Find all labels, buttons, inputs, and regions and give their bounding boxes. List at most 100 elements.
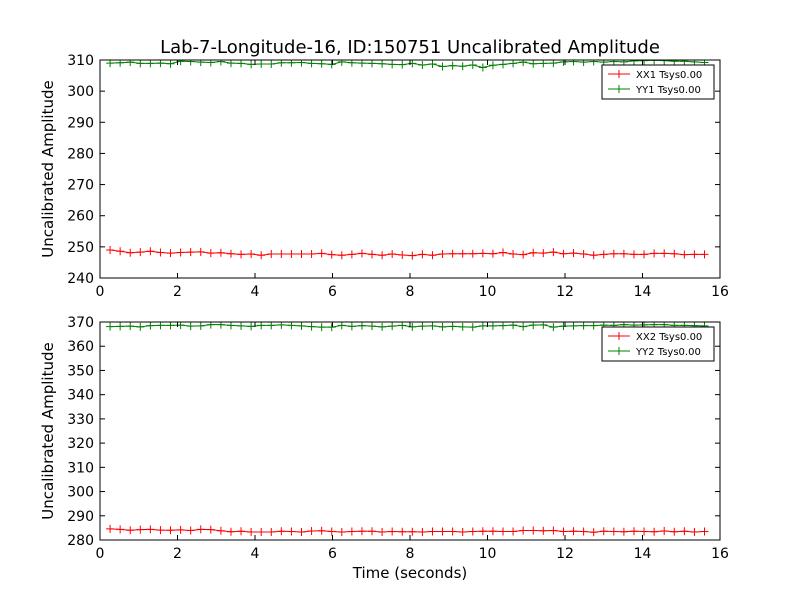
series-1-1-point <box>499 248 507 257</box>
series-1-1-point <box>347 250 356 259</box>
series-2-1-point <box>660 527 669 536</box>
series-2-1-point <box>116 525 125 534</box>
legend-swatch-marker <box>615 347 623 355</box>
series-1-2-point <box>146 60 155 68</box>
y-tick-label: 260 <box>67 209 94 225</box>
legend-box <box>601 64 715 100</box>
series-2-1-point <box>297 528 306 537</box>
series-2-1-point <box>196 525 205 534</box>
series-1-2-point <box>418 60 427 69</box>
series-2-1-point <box>307 527 316 536</box>
series-1-2-point <box>660 60 669 65</box>
series-2-1-point <box>287 527 296 536</box>
series-1-1-point <box>388 250 397 259</box>
series-2-1-point <box>569 527 578 536</box>
x-axis-label: Time (seconds) <box>352 564 468 582</box>
series-1-2-point <box>488 61 497 70</box>
series-1-2-point <box>529 60 538 68</box>
series-2-2-point <box>428 322 437 330</box>
series-2-1-point <box>559 527 568 536</box>
series-2-2-point <box>287 322 296 330</box>
series-2-2-point <box>438 322 447 331</box>
series-2-2-point <box>458 322 467 331</box>
series-1-2-point <box>317 60 326 68</box>
series-2-1-point <box>156 526 165 535</box>
series-1-2-point <box>388 60 397 69</box>
series-2-1-point <box>216 526 225 535</box>
series-2-2-point <box>549 323 558 332</box>
series-1-1-point <box>609 249 618 258</box>
series-2-1-point <box>438 527 447 536</box>
series-2-1-point <box>146 525 155 534</box>
series-2-1-point <box>378 528 387 537</box>
y-axis-label: Uncalibrated Amplitude <box>39 342 57 519</box>
series-2-1-point <box>428 527 437 536</box>
series-2-1-point <box>680 527 689 536</box>
series-1-2-point <box>136 60 145 68</box>
series-1-1-point <box>226 249 235 258</box>
subplot-1: 0 2 4 6 8 10 12 14 16 240 250 260 270 280 290 300 310 Unc… <box>39 53 729 300</box>
series-2-2-point <box>247 322 256 331</box>
series-2-1-point <box>599 527 608 536</box>
series-2-1-point <box>499 527 507 536</box>
series-2-2-point <box>267 322 276 330</box>
series-1-2-point <box>609 60 618 66</box>
series-2-2-point <box>317 323 326 332</box>
series-1-1-point <box>448 249 457 258</box>
series-1-2-point <box>509 60 518 68</box>
series-1-1-point <box>156 248 165 257</box>
series-1-2-point <box>237 60 246 68</box>
series-1-1-point <box>640 250 649 259</box>
series-2-1-point <box>277 527 286 536</box>
series-1-1-point <box>267 250 276 259</box>
legend-swatch-marker <box>615 70 623 78</box>
legend: XX1 Tsys0.00 YY1 Tsys0.00 <box>601 64 715 100</box>
legend-entry: YY2 Tsys0.00 <box>635 347 701 358</box>
series-1-2-point <box>206 60 215 67</box>
series-2-1-point <box>700 527 709 536</box>
series-1-2-point <box>569 60 578 66</box>
series-1-2-point <box>337 60 346 66</box>
series-group <box>106 322 709 537</box>
series-1-2-point <box>267 60 276 69</box>
series-1-2-point <box>519 60 528 67</box>
series-1-1-point <box>247 250 256 259</box>
series-1-1-point <box>317 249 326 258</box>
series-1-2-point <box>297 60 306 67</box>
series-1-1-point <box>368 250 377 259</box>
series-1-1-point <box>418 250 427 259</box>
series-1-1-point <box>468 249 477 258</box>
series-2-2-point <box>297 322 306 330</box>
legend-entry: YY1 Tsys0.00 <box>635 85 701 96</box>
series-2-1-point <box>257 528 266 537</box>
x-tick-label: 8 <box>406 546 415 562</box>
series-1-2-point <box>640 60 649 65</box>
series-1-1-point <box>216 248 225 257</box>
series-1-2-point <box>368 60 377 68</box>
series-1-1-point <box>146 247 155 256</box>
series-1-1-point <box>660 249 669 258</box>
series-1-1-point <box>277 250 286 259</box>
series-1-2-point <box>458 62 467 71</box>
series-2-2-point <box>519 322 528 331</box>
series-2-2-point <box>478 322 487 330</box>
series-1-1-point <box>539 249 548 258</box>
series-2-2-point <box>499 322 507 330</box>
series-2-1-point <box>619 527 628 536</box>
series-2-2-point <box>589 322 598 330</box>
legend-entry: XX2 Tsys0.00 <box>636 332 702 343</box>
series-1-2-point <box>448 61 457 70</box>
series-2-1-point <box>509 527 518 536</box>
series-group <box>106 60 709 260</box>
y-axis-label: Uncalibrated Amplitude <box>39 80 57 257</box>
series-1-1-point <box>166 249 175 258</box>
series-2-2-point <box>488 322 497 330</box>
series-2-1-point <box>589 528 598 537</box>
x-tick-label: 16 <box>711 546 729 562</box>
x-tick-label: 8 <box>406 284 415 300</box>
series-2-1-point <box>186 526 195 535</box>
series-2-2-point <box>166 322 175 330</box>
series-1-2-point <box>378 60 387 68</box>
